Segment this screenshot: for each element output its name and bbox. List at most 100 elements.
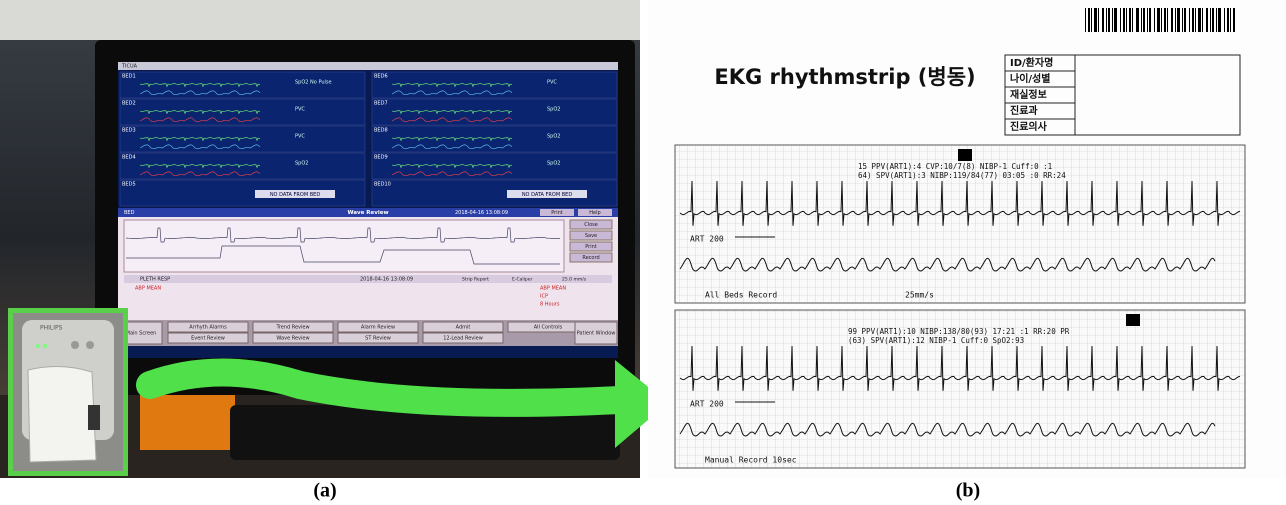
field-label: 진료의사 <box>1010 120 1048 133</box>
screen-button-label: Admit <box>456 325 471 331</box>
barcode-bar <box>1088 8 1090 32</box>
side-button-label: Close <box>584 222 598 228</box>
printer-led <box>36 344 40 348</box>
side-button-label: Record <box>582 255 599 261</box>
barcode-bar <box>1098 8 1099 32</box>
screen-button-label: Main Screen <box>126 331 157 337</box>
barcode-bar <box>1218 8 1221 32</box>
bed-name: BED2 <box>122 101 136 107</box>
barcode-bar <box>1141 8 1142 32</box>
side-button-label: Print <box>585 244 597 250</box>
lower-tabs: PLETH RESP <box>140 277 170 283</box>
strip-header: 99 PPV(ART1):10 NIBP:138/80(93) 17:21 :1… <box>848 327 1070 336</box>
bed-status: SpO2 <box>295 161 308 167</box>
bed-status: PVC <box>547 80 557 86</box>
barcode-bar <box>1136 8 1139 32</box>
barcode-bar <box>1112 8 1113 32</box>
screen-button-label: All Controls <box>534 325 563 331</box>
barcode-bar <box>1161 8 1162 32</box>
barcode-bar <box>1143 8 1145 32</box>
panel-label: (a) <box>313 480 336 502</box>
bed-name: BED6 <box>374 74 388 80</box>
printer-button <box>71 341 79 349</box>
strip-footer: All Beds Record <box>705 291 777 300</box>
bed-name: BED9 <box>374 155 388 161</box>
printer-paper <box>28 366 96 462</box>
bed-name: BED10 <box>374 182 391 188</box>
bed-status: PVC <box>295 134 305 140</box>
barcode-bar <box>1227 8 1229 32</box>
barcode-bar <box>1202 8 1203 32</box>
strip-marker <box>1126 314 1140 326</box>
barcode-bar <box>1094 8 1097 32</box>
barcode-bar <box>1129 8 1131 32</box>
printer-led <box>43 344 47 348</box>
barcode-bar <box>1216 8 1217 32</box>
printer-slot <box>88 405 100 430</box>
barcode-bar <box>1195 8 1196 32</box>
lower-label: 8 Hours <box>540 302 560 308</box>
barcode-bar <box>1230 8 1231 32</box>
bed-status: SpO2 <box>547 161 560 167</box>
screen-button-label: Patient Window <box>577 331 616 337</box>
field-label: 재실정보 <box>1010 88 1047 101</box>
bed-name: BED3 <box>122 128 136 134</box>
barcode-bar <box>1167 8 1168 32</box>
barcode-bar <box>1091 8 1092 32</box>
bed-name: BED4 <box>122 155 136 161</box>
strip-header: 64) SPV(ART1):3 NIBP:119/84(77) 03:05 :0… <box>858 171 1066 180</box>
lower-label: ABP MEAN <box>540 286 566 292</box>
barcode-bar <box>1210 8 1211 32</box>
barcode-bar <box>1171 8 1173 32</box>
barcode-bar <box>1123 8 1125 32</box>
barcode-bar <box>1154 8 1155 32</box>
bed-status: SpO2 <box>547 134 560 140</box>
barcode-bar <box>1177 8 1180 32</box>
review-time: 2018-04-16 13:08:09 <box>455 210 508 216</box>
lower-time: 2018-04-16 13:08:09 <box>360 277 413 283</box>
document-title: EKG rhythmstrip (병동) <box>714 65 975 89</box>
bed-status: NO DATA FROM BED <box>270 192 321 198</box>
screen-header <box>118 62 618 70</box>
barcode-bar <box>1189 8 1190 32</box>
screen-button-label: Arrhyth Alarms <box>189 325 227 331</box>
field-label: 나이/성별 <box>1010 72 1050 85</box>
review-title: Wave Review <box>347 210 388 216</box>
screen-button-label: ST Review <box>365 336 391 342</box>
bed-name: BED8 <box>374 128 388 134</box>
barcode-bar <box>1182 8 1183 32</box>
review-bed: BED <box>124 210 135 216</box>
lower-label: ICP <box>540 294 548 300</box>
barcode-bar <box>1102 8 1104 32</box>
panel-label: (b) <box>956 480 980 502</box>
screen-button-label: Trend Review <box>275 325 309 331</box>
barcode-bar <box>1106 8 1107 32</box>
review-button-label: Print <box>551 210 563 216</box>
bed-name: BED7 <box>374 101 388 107</box>
barcode-bar <box>1206 8 1208 32</box>
barcode-bar <box>1175 8 1176 32</box>
barcode-bar <box>1126 8 1127 32</box>
barcode-bar <box>1108 8 1110 32</box>
bed-status: PVC <box>295 107 305 113</box>
screen-button-label: Wave Review <box>276 336 309 342</box>
strip-marker <box>958 149 972 161</box>
barcode-bar <box>1085 8 1086 32</box>
unit-name: TICUA <box>121 64 138 70</box>
barcode-bar <box>1233 8 1235 32</box>
barcode-bar <box>1212 8 1214 32</box>
barcode-bar <box>1184 8 1186 32</box>
lower-label: ABP MEAN <box>135 286 161 292</box>
bed-status: SpO2 <box>547 107 560 113</box>
lead-label: ART 200 <box>690 400 724 409</box>
screen-button-label: Event Review <box>191 336 225 342</box>
strip-footer: Manual Record 10sec <box>705 456 797 465</box>
barcode-bar <box>1198 8 1201 32</box>
barcode-bar <box>1157 8 1160 32</box>
bed-status: NO DATA FROM BED <box>522 192 573 198</box>
barcode-bar <box>1114 8 1117 32</box>
ceiling <box>0 0 640 40</box>
screen-button-label: 12-Lead Review <box>443 336 483 342</box>
barcode-bar <box>1224 8 1225 32</box>
lower-option: E-Caliper <box>512 277 532 283</box>
